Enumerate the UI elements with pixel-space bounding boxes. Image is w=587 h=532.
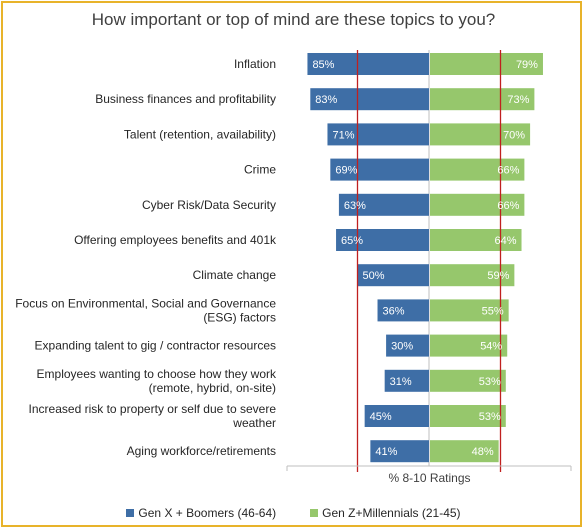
bar-gen-x-boomers — [336, 229, 429, 251]
category-label: Aging workforce/retirements — [127, 444, 276, 458]
data-label: 85% — [312, 59, 334, 71]
bar-gen-x-boomers — [307, 53, 429, 75]
bar-gen-x-boomers — [338, 193, 429, 216]
legend-item-gen-x-boomers: Gen X + Boomers (46-64) — [126, 506, 276, 520]
category-label: Offering employees benefits and 401k — [74, 233, 277, 247]
data-label: 63% — [344, 200, 366, 212]
data-label: 53% — [479, 411, 501, 423]
data-label: 53% — [479, 376, 501, 388]
category-label: Crime — [244, 163, 276, 177]
data-label: 73% — [507, 94, 529, 106]
bar-gen-x-boomers — [370, 440, 429, 463]
data-label: 83% — [315, 94, 337, 106]
data-label: 71% — [332, 129, 354, 141]
bar-gen-z-millennials — [430, 299, 509, 322]
bar-gen-x-boomers — [310, 88, 429, 111]
legend-label: Gen Z+Millennials (21-45) — [322, 506, 461, 520]
legend-label: Gen X + Boomers (46-64) — [138, 506, 277, 520]
data-label: 66% — [497, 200, 519, 212]
category-label: (ESG) factors — [203, 310, 276, 324]
category-label: Increased risk to property or self due t… — [29, 402, 277, 416]
bar-gen-z-millennials — [430, 440, 499, 463]
data-label: 48% — [472, 446, 494, 458]
category-label: Talent (retention, availability) — [124, 127, 276, 141]
bar-gen-x-boomers — [330, 158, 429, 181]
category-label: Business finances and profitability — [95, 92, 276, 106]
data-label: 45% — [370, 411, 392, 423]
data-label: 41% — [375, 446, 397, 458]
bar-gen-x-boomers — [327, 123, 429, 146]
data-label: 59% — [487, 270, 509, 282]
bar-gen-z-millennials — [430, 53, 543, 75]
bar-gen-z-millennials — [430, 334, 508, 357]
data-label: 64% — [494, 235, 516, 247]
category-label: weather — [232, 416, 276, 430]
category-label: Climate change — [193, 268, 277, 282]
data-label: 66% — [497, 165, 519, 177]
data-label: 69% — [335, 165, 357, 177]
legend-item-gen-z-millennials: Gen Z+Millennials (21-45) — [310, 506, 461, 520]
bar-gen-x-boomers — [377, 299, 429, 322]
data-label: 50% — [363, 270, 385, 282]
x-axis-label: % 8-10 Ratings — [388, 471, 471, 485]
data-label: 36% — [383, 305, 405, 317]
legend-swatch — [310, 509, 319, 517]
data-label: 55% — [482, 305, 504, 317]
category-label: (remote, hybrid, on-site) — [149, 381, 276, 395]
data-label: 54% — [480, 341, 502, 353]
bar-gen-x-boomers — [384, 369, 429, 392]
data-label: 65% — [341, 235, 363, 247]
category-label: Expanding talent to gig / contractor res… — [35, 339, 276, 353]
category-label: Employees wanting to choose how they wor… — [37, 367, 277, 381]
category-label: Cyber Risk/Data Security — [142, 198, 276, 212]
category-label: Inflation — [234, 57, 276, 71]
legend-swatch — [126, 509, 135, 517]
bar-gen-z-millennials — [430, 229, 522, 251]
bar-gen-z-millennials — [430, 405, 506, 427]
chart-title: How important or top of mind are these t… — [91, 10, 496, 29]
category-label: Focus on Environmental, Social and Gover… — [15, 296, 276, 310]
data-label: 31% — [390, 376, 412, 388]
data-label: 79% — [516, 59, 538, 71]
bar-gen-z-millennials — [430, 88, 535, 111]
data-label: 30% — [391, 341, 413, 353]
bar-gen-z-millennials — [430, 264, 515, 287]
data-label: 70% — [503, 129, 525, 141]
bar-gen-z-millennials — [430, 369, 506, 392]
bar-gen-x-boomers — [364, 405, 429, 427]
bar-gen-z-millennials — [430, 123, 531, 146]
legend: Gen X + Boomers (46-64) Gen Z+Millennial… — [0, 506, 587, 520]
bar-gen-x-boomers — [357, 264, 429, 287]
bar-gen-x-boomers — [386, 334, 429, 357]
